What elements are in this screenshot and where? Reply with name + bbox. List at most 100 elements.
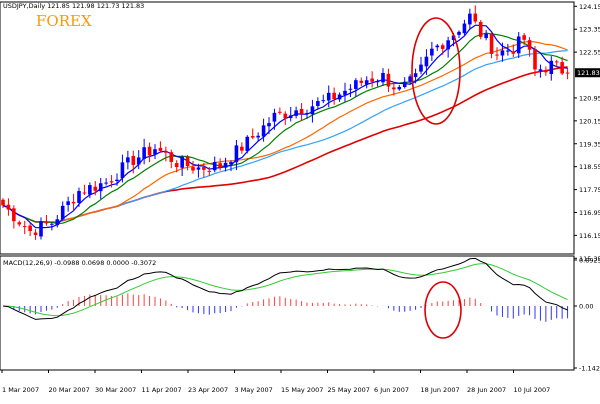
candle-body — [126, 157, 130, 163]
candle-body — [354, 80, 358, 89]
candle-body — [278, 111, 282, 113]
candle-body — [326, 92, 331, 101]
candle-body — [207, 170, 212, 172]
candle-body — [115, 179, 119, 182]
macd-frame — [0, 255, 575, 371]
candle-body — [136, 157, 141, 165]
candle-body — [440, 45, 445, 49]
candle-body — [321, 100, 326, 102]
x-tick-label: 30 Mar 2007 — [95, 386, 136, 394]
candle-body — [82, 192, 87, 194]
candle-body — [39, 221, 43, 237]
candle-body — [451, 35, 456, 40]
macd-main-line — [2, 257, 568, 320]
candle-body — [516, 36, 521, 54]
y-tick-label: 122.55 — [579, 49, 600, 57]
y-tick-label: 123.35 — [579, 26, 600, 34]
candle-body — [169, 152, 174, 162]
candle-body — [88, 185, 92, 195]
annotations — [411, 17, 462, 339]
candle-body — [316, 101, 320, 106]
candle-body — [33, 232, 38, 235]
x-tick-label: 10 Jul 2007 — [514, 386, 551, 394]
candle-body — [218, 163, 222, 168]
candle-body — [164, 151, 168, 153]
y-tick-label: 124.15 — [579, 3, 600, 11]
candle-body — [50, 223, 54, 225]
candle-body — [267, 123, 271, 127]
candle-body — [93, 186, 98, 191]
candle-body — [44, 222, 49, 224]
macd-y-tick-label: 0.8925 — [579, 257, 600, 265]
candle-body — [158, 147, 163, 151]
candle-body — [413, 73, 418, 78]
candle-body — [202, 167, 206, 170]
candle-body — [359, 80, 364, 83]
candle-body — [104, 182, 108, 184]
candle-body — [430, 48, 434, 56]
candle-body — [506, 50, 510, 52]
candle-body — [71, 201, 76, 204]
candle-body — [305, 112, 309, 114]
candle-body — [174, 163, 179, 168]
candle-body — [468, 13, 472, 25]
x-tick-label: 25 May 2007 — [328, 386, 370, 394]
price-frame — [0, 1, 575, 255]
candle-body — [457, 31, 461, 35]
last-price-label: 121.83 — [577, 69, 600, 77]
macd-annotation-circle — [424, 281, 462, 339]
candle-body — [478, 22, 483, 37]
candle-body — [381, 72, 385, 83]
candle-body — [98, 183, 103, 192]
candle-body — [397, 86, 402, 90]
x-tick-label: 1 Mar 2007 — [2, 386, 39, 394]
candle-body — [392, 87, 396, 90]
candle-body — [283, 113, 288, 119]
candle-body — [131, 155, 136, 165]
candle-body — [549, 60, 554, 74]
ma-line-50 — [2, 66, 568, 224]
candle-body — [489, 34, 494, 54]
candle-body — [343, 90, 347, 95]
candle-body — [337, 94, 342, 100]
macd-header: MACD(12,26,9) -0.0988 0.0698 0.0000 -0.3… — [3, 259, 156, 267]
candle-body — [234, 145, 239, 163]
candle-body — [527, 40, 532, 50]
candle-body — [191, 167, 195, 171]
candle-body — [240, 146, 244, 151]
candle-body — [560, 62, 564, 74]
x-tick-label: 20 Mar 2007 — [49, 386, 90, 394]
candle-body — [299, 108, 304, 114]
y-tick-label: 120.95 — [579, 94, 600, 102]
candle-body — [196, 167, 201, 170]
candle-body — [495, 54, 499, 56]
candle-body — [473, 13, 478, 22]
candle-body — [310, 106, 315, 115]
candle-body — [402, 81, 407, 87]
y-tick-label: 120.15 — [579, 117, 600, 125]
candle-body — [500, 50, 505, 56]
candle-body — [261, 125, 266, 137]
candle-body — [120, 162, 125, 179]
y-tick-label: 119.35 — [579, 140, 600, 148]
candle-body — [332, 92, 336, 100]
candle-body — [245, 136, 250, 152]
candle-body — [484, 33, 488, 39]
candle-body — [185, 156, 190, 167]
candle-body — [424, 56, 429, 67]
candle-body — [77, 191, 81, 203]
candle-body — [538, 69, 543, 71]
candle-body — [1, 199, 5, 206]
candle-body — [294, 110, 298, 116]
candle-body — [256, 135, 260, 138]
candle-body — [419, 64, 423, 72]
macd-histogram — [7, 293, 569, 322]
forex-watermark: FOREX — [36, 12, 92, 30]
x-tick-label: 15 May 2007 — [281, 386, 323, 394]
candle-body — [17, 222, 22, 225]
candle-body — [272, 112, 277, 122]
price-annotation-circle — [411, 17, 461, 125]
candle-body — [544, 70, 548, 73]
x-tick-label: 3 May 2007 — [235, 386, 273, 394]
